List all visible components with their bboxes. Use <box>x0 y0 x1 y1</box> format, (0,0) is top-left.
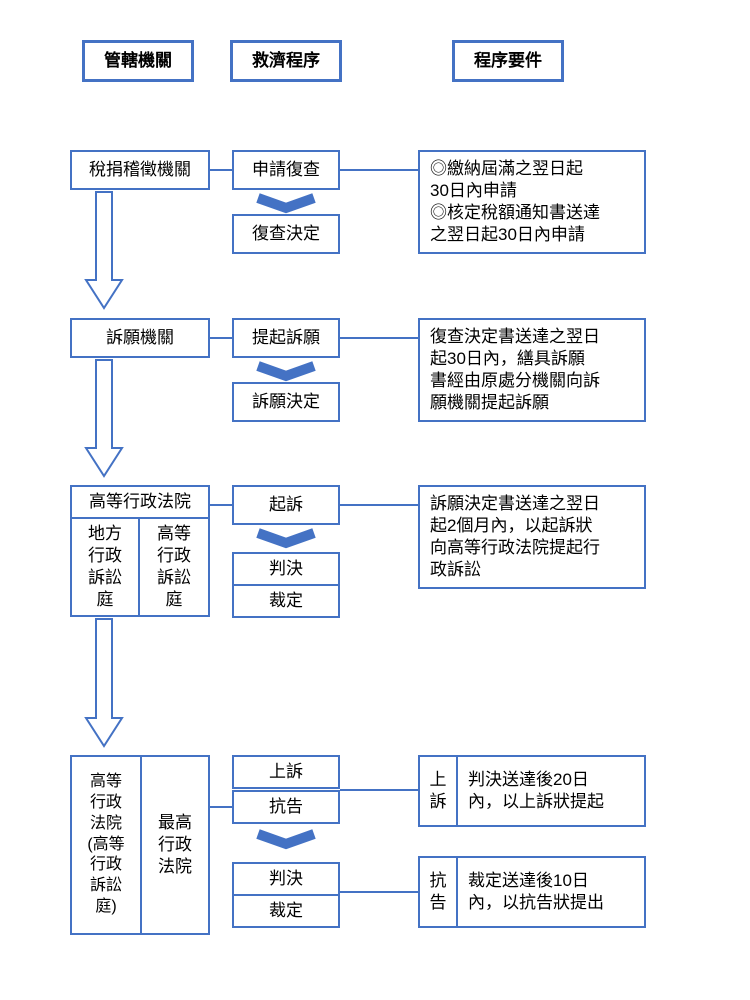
r3-authority-right: 高等 行政 訴訟 庭 <box>138 517 210 617</box>
r4-req-top-label: 上 訴 <box>418 755 458 827</box>
r2-req: 復查決定書送達之翌日 起30日內，繕具訴願 書經由原處分機關向訴 願機關提起訴願 <box>418 318 646 422</box>
r4-req-top-text: 判決送達後20日 內，以上訴狀提起 <box>456 755 646 827</box>
r3-req: 訴願決定書送達之翌日 起2個月內，以起訴狀 向高等行政法院提起行 政訴訟 <box>418 485 646 589</box>
r4-proc2: 抗告 <box>232 790 340 824</box>
r3-proc1: 起訴 <box>232 485 340 525</box>
r4-proc1: 上訴 <box>232 755 340 789</box>
r2-proc1: 提起訴願 <box>232 318 340 358</box>
r4-proc4: 裁定 <box>232 894 340 928</box>
r1-authority: 稅捐稽徵機關 <box>70 150 210 190</box>
r4-authority-left: 高等 行政 法院 (高等 行政 訴訟 庭) <box>70 755 142 935</box>
r1-req: ◎繳納屆滿之翌日起 30日內申請 ◎核定稅額通知書送達 之翌日起30日內申請 <box>418 150 646 254</box>
r3-proc2: 判決 <box>232 552 340 586</box>
header-requirements: 程序要件 <box>452 40 564 82</box>
r3-authority-left: 地方 行政 訴訟 庭 <box>70 517 140 617</box>
r4-req-bot-text: 裁定送達後10日 內，以抗告狀提出 <box>456 856 646 928</box>
r1-proc2: 復查決定 <box>232 214 340 254</box>
r2-authority: 訴願機關 <box>70 318 210 358</box>
r4-authority-right: 最高 行政 法院 <box>140 755 210 935</box>
r4-proc3: 判決 <box>232 862 340 896</box>
header-authority: 管轄機關 <box>82 40 194 82</box>
header-procedure: 救濟程序 <box>230 40 342 82</box>
r3-authority-top: 高等行政法院 <box>70 485 210 519</box>
r3-proc3: 裁定 <box>232 584 340 618</box>
r4-req-bot-label: 抗 告 <box>418 856 458 928</box>
r1-proc1: 申請復查 <box>232 150 340 190</box>
r2-proc2: 訴願決定 <box>232 382 340 422</box>
